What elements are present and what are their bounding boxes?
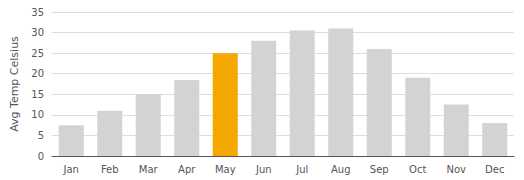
svg-text:May: May [215, 164, 236, 175]
svg-text:Sep: Sep [370, 164, 389, 175]
svg-text:Jan: Jan [63, 164, 79, 175]
svg-text:Avg Temp Celsius: Avg Temp Celsius [8, 36, 21, 132]
svg-text:Feb: Feb [101, 164, 119, 175]
svg-text:30: 30 [31, 27, 44, 38]
svg-text:Apr: Apr [178, 164, 196, 175]
svg-text:Mar: Mar [139, 164, 159, 175]
svg-text:10: 10 [31, 109, 44, 120]
svg-text:Oct: Oct [409, 164, 426, 175]
svg-text:35: 35 [31, 7, 44, 18]
svg-text:Aug: Aug [331, 164, 351, 175]
svg-text:Nov: Nov [446, 164, 466, 175]
svg-text:Jul: Jul [295, 164, 308, 175]
svg-text:Dec: Dec [485, 164, 504, 175]
svg-text:5: 5 [38, 130, 44, 141]
svg-text:0: 0 [38, 151, 44, 162]
svg-text:20: 20 [31, 68, 44, 79]
svg-text:Jun: Jun [255, 164, 272, 175]
svg-text:15: 15 [31, 89, 44, 100]
svg-text:25: 25 [31, 48, 44, 59]
